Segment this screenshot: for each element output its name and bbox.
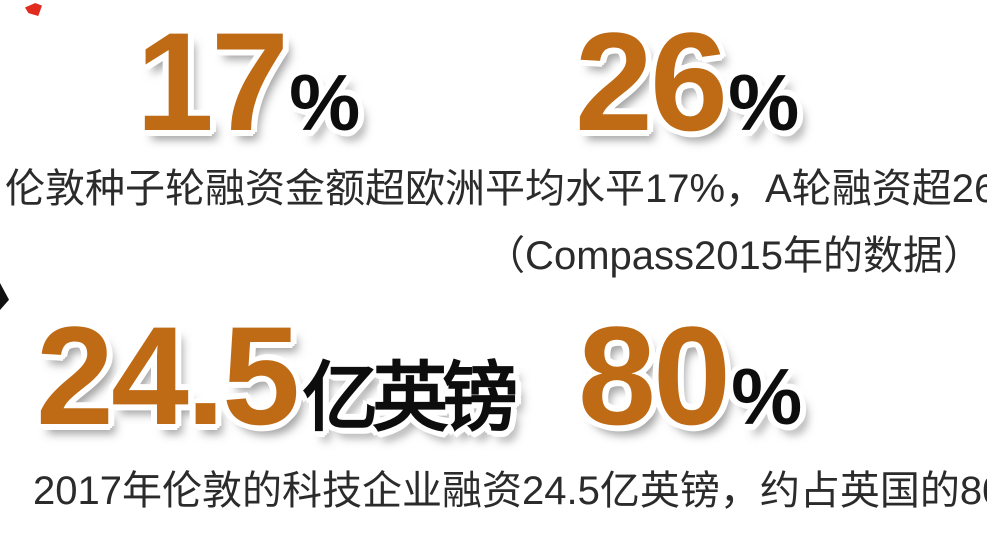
stat-2017-funding-unit: 亿英镑 [302, 356, 518, 441]
stat-uk-share-unit: % [731, 352, 803, 441]
stat-series-a: 26 % [575, 12, 799, 152]
stat-seed-round-unit: % [289, 58, 361, 147]
stat-2017-funding: 24.5 亿英镑 [36, 297, 518, 454]
stat-uk-share: 80 % [578, 306, 802, 446]
stat-series-a-unit: % [728, 58, 800, 147]
caption-data-source: （Compass2015年的数据） [485, 234, 983, 278]
left-edge-black-wedge [0, 283, 9, 310]
caption-funding-comparison: 伦敦种子轮融资金额超欧洲平均水平17%，A轮融资超26% [5, 167, 987, 211]
red-corner-mark [25, 3, 42, 16]
caption-2017-funding: 2017年伦敦的科技企业融资24.5亿英镑，约占英国的80% [33, 469, 987, 513]
stat-uk-share-value: 80 [578, 297, 731, 454]
stat-seed-round-value: 17 [136, 3, 289, 160]
stat-series-a-value: 26 [575, 3, 728, 160]
stat-seed-round: 17 % [136, 12, 360, 152]
stat-2017-funding-value: 24.5 [36, 297, 300, 454]
